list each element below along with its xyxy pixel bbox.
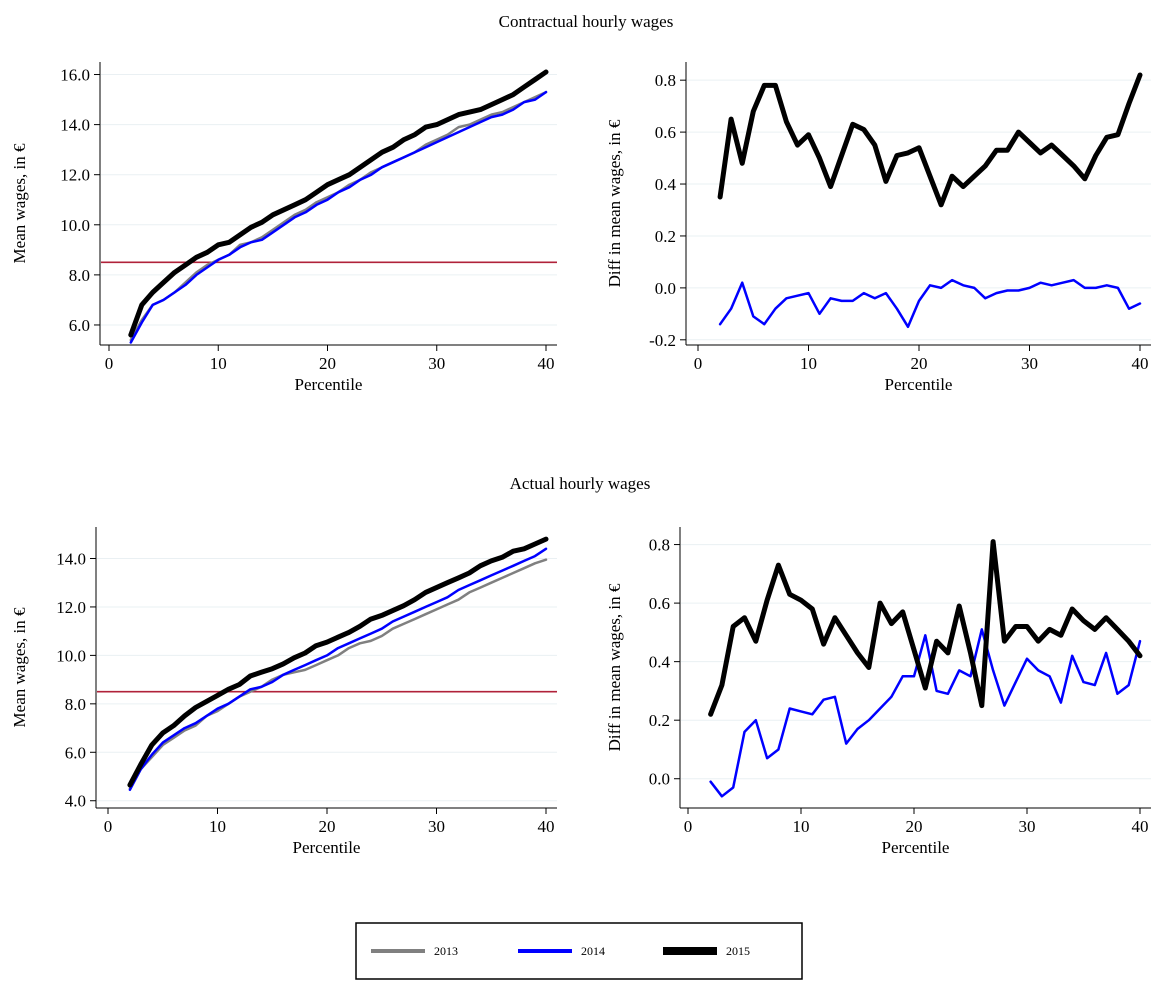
- series-line-2014: [128, 547, 548, 792]
- y-tick-label: 10.0: [56, 646, 86, 665]
- legend-box: [355, 922, 803, 980]
- y-tick-label: 12.0: [60, 166, 90, 185]
- x-tick-label: 0: [104, 817, 113, 836]
- series-line-2013: [129, 90, 548, 342]
- x-axis-label: Percentile: [295, 375, 363, 394]
- series-line-2014: [129, 90, 548, 344]
- y-tick-label: 6.0: [65, 743, 86, 762]
- series-line-2015: [717, 72, 1143, 208]
- y-tick-label: 0.0: [655, 279, 676, 298]
- x-tick-label: 20: [319, 354, 336, 373]
- x-tick-label: 0: [694, 354, 703, 373]
- chart-contractual-mean-wages: 6.0 8.0 10.0 12.0 14.0 16.0 0 10 20 30 40 Percentil…: [10, 62, 557, 394]
- chart-actual-diff-wages: 0.0 0.2 0.4 0.6 0.8 0 10 20 30 40 Percentile Diff i…: [605, 527, 1151, 857]
- series-line-2013: [128, 558, 548, 790]
- chart-actual-mean-wages: 4.0 6.0 8.0 10.0 12.0 14.0 0 10 20 30 40 Percentile…: [10, 527, 557, 857]
- panel-title-contractual: Contractual hourly wages: [499, 12, 674, 31]
- x-axis-label: Percentile: [882, 838, 950, 857]
- series-line-2014: [709, 628, 1142, 798]
- x-tick-label: 30: [428, 817, 445, 836]
- y-tick-label: 6.0: [69, 316, 90, 335]
- series-line-2014: [718, 278, 1142, 329]
- x-tick-label: 40: [538, 817, 555, 836]
- x-tick-label: 40: [1132, 817, 1149, 836]
- legend: 2013 2014 2015: [355, 922, 803, 980]
- x-tick-label: 10: [793, 817, 810, 836]
- legend-label-2014: 2014: [581, 944, 605, 958]
- x-tick-label: 10: [800, 354, 817, 373]
- legend-label-2013: 2013: [434, 944, 458, 958]
- chart-contractual-diff-wages: -0.2 0.0 0.2 0.4 0.6 0.8 0 10 20 30 40 Percentile Di…: [605, 62, 1151, 394]
- y-tick-label: 0.4: [649, 653, 671, 672]
- panel-title-actual: Actual hourly wages: [510, 474, 651, 493]
- y-axis-label: Diff in mean wages, in €: [605, 119, 624, 287]
- y-tick-label: 10.0: [60, 216, 90, 235]
- series-line-2015: [127, 536, 549, 788]
- series-line-2015: [708, 539, 1143, 717]
- y-tick-label: 12.0: [56, 598, 86, 617]
- x-tick-label: 0: [105, 354, 114, 373]
- x-tick-label: 30: [1021, 354, 1038, 373]
- y-axis-label: Mean wages, in €: [10, 607, 29, 727]
- x-tick-label: 0: [684, 817, 693, 836]
- x-tick-label: 30: [1019, 817, 1036, 836]
- y-tick-label: 8.0: [65, 695, 86, 714]
- x-tick-label: 30: [428, 354, 445, 373]
- x-tick-label: 20: [906, 817, 923, 836]
- y-tick-label: 0.6: [655, 123, 676, 142]
- series-line-2015: [128, 69, 549, 338]
- x-tick-label: 40: [1132, 354, 1149, 373]
- y-tick-label: 8.0: [69, 266, 90, 285]
- y-tick-label: 14.0: [60, 116, 90, 135]
- y-axis-label: Diff in mean wages, in €: [605, 583, 624, 751]
- y-tick-label: 0.6: [649, 594, 670, 613]
- x-tick-label: 20: [319, 817, 336, 836]
- y-tick-label: 0.2: [649, 711, 670, 730]
- y-tick-label: 0.0: [649, 770, 670, 789]
- y-tick-label: 0.4: [655, 175, 677, 194]
- y-tick-label: 16.0: [60, 66, 90, 85]
- legend-label-2015: 2015: [726, 944, 750, 958]
- x-axis-label: Percentile: [885, 375, 953, 394]
- y-tick-label: 0.8: [649, 536, 670, 555]
- x-tick-label: 20: [911, 354, 928, 373]
- x-tick-label: 10: [209, 817, 226, 836]
- y-tick-label: 14.0: [56, 549, 86, 568]
- y-axis-label: Mean wages, in €: [10, 143, 29, 263]
- y-tick-label: -0.2: [649, 331, 676, 350]
- y-tick-label: 0.8: [655, 71, 676, 90]
- x-tick-label: 10: [210, 354, 227, 373]
- y-tick-label: 0.2: [655, 227, 676, 246]
- x-axis-label: Percentile: [293, 838, 361, 857]
- x-tick-label: 40: [538, 354, 555, 373]
- y-tick-label: 4.0: [65, 792, 86, 811]
